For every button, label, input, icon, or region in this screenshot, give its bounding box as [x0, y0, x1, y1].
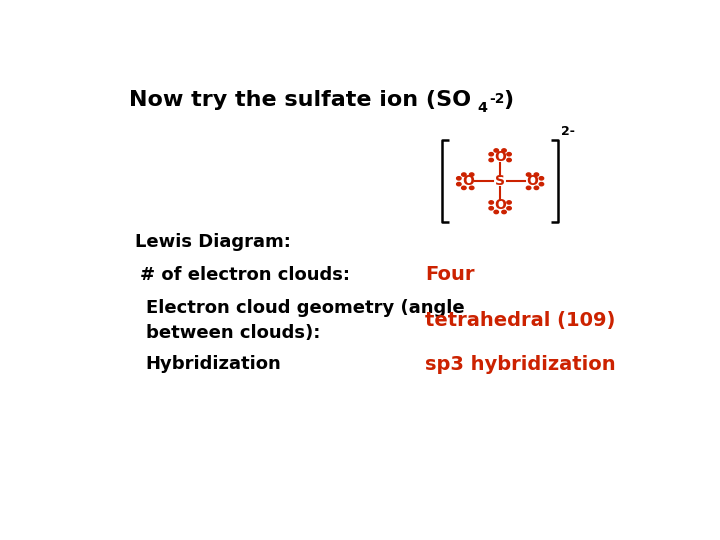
Text: Hybridization: Hybridization [145, 355, 282, 373]
Text: O: O [494, 198, 506, 212]
Circle shape [462, 186, 466, 190]
Text: Four: Four [425, 265, 474, 284]
Circle shape [489, 158, 493, 161]
Circle shape [489, 152, 493, 156]
Circle shape [469, 186, 474, 190]
Text: O: O [462, 174, 474, 188]
Circle shape [502, 149, 506, 152]
Text: O: O [526, 174, 539, 188]
Circle shape [507, 152, 511, 156]
Circle shape [507, 207, 511, 210]
Text: 4: 4 [478, 101, 488, 115]
Circle shape [502, 211, 506, 214]
Text: -2: -2 [489, 92, 504, 106]
Circle shape [526, 173, 531, 176]
Circle shape [489, 201, 493, 204]
Text: # of electron clouds:: # of electron clouds: [140, 266, 350, 284]
Circle shape [494, 149, 498, 152]
Text: Electron cloud geometry (angle
between clouds):: Electron cloud geometry (angle between c… [145, 299, 464, 342]
Text: Now try the sulfate ion (SO: Now try the sulfate ion (SO [129, 90, 471, 110]
Circle shape [507, 158, 511, 161]
Circle shape [539, 177, 544, 180]
Text: Lewis Diagram:: Lewis Diagram: [135, 233, 290, 251]
Text: tetrahedral (109): tetrahedral (109) [425, 311, 615, 330]
Circle shape [534, 173, 539, 176]
Circle shape [469, 173, 474, 176]
Text: sp3 hybridization: sp3 hybridization [425, 355, 616, 374]
Circle shape [489, 207, 493, 210]
Text: ): ) [503, 90, 513, 110]
Circle shape [494, 211, 498, 214]
Text: O: O [494, 150, 506, 164]
Circle shape [456, 177, 461, 180]
Text: 2-: 2- [561, 125, 575, 138]
Circle shape [462, 173, 466, 176]
Circle shape [507, 201, 511, 204]
Circle shape [534, 186, 539, 190]
Circle shape [539, 183, 544, 186]
Circle shape [456, 183, 461, 186]
Circle shape [526, 186, 531, 190]
Text: S: S [495, 174, 505, 188]
